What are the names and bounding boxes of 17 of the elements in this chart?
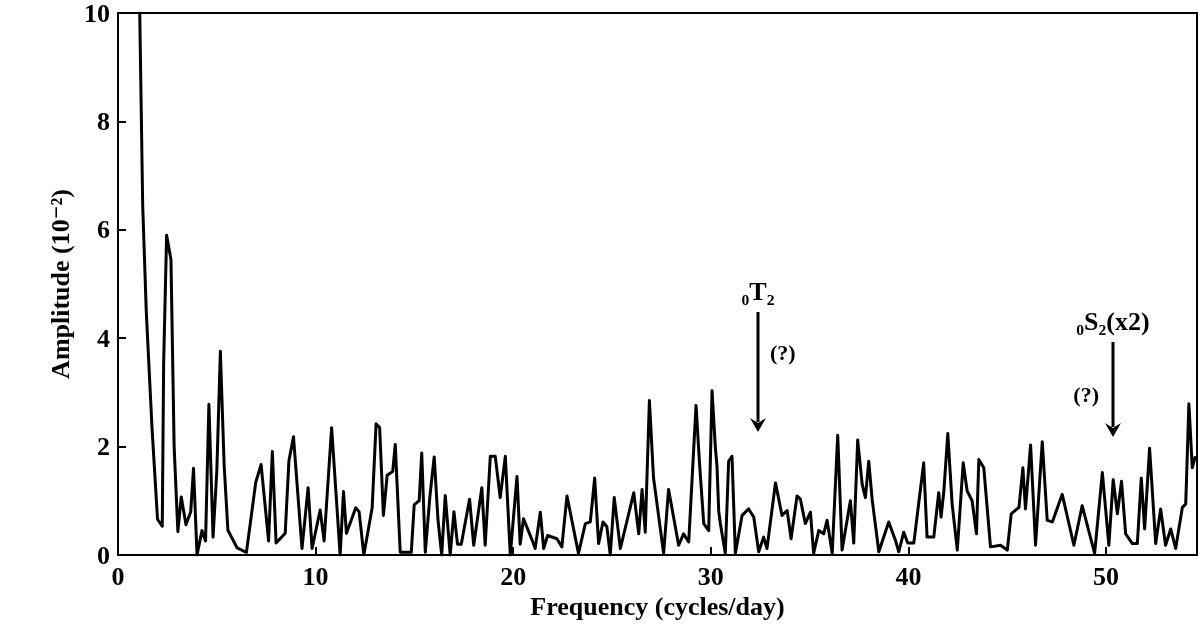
x-tick-label: 20 — [500, 561, 527, 591]
y-axis-title: Amplitude (10⁻²) — [45, 189, 75, 379]
y-tick-label: 4 — [97, 323, 110, 353]
y-tick-label: 2 — [97, 432, 110, 462]
x-axis-title: Frequency (cycles/day) — [530, 592, 785, 622]
y-tick-label: 0 — [97, 540, 110, 570]
y-tick-label: 10 — [84, 0, 110, 28]
x-tick-label: 50 — [1093, 561, 1120, 591]
annotation: (?) — [1073, 382, 1099, 407]
annotation: ₀S₂(x2) — [1076, 307, 1150, 336]
annotation: ₀T₂ — [741, 277, 775, 306]
x-tick-label: 30 — [697, 561, 724, 591]
y-tick-label: 8 — [97, 106, 110, 136]
y-tick-label: 6 — [97, 215, 110, 245]
annotation: (?) — [770, 340, 796, 365]
x-tick-label: 10 — [302, 561, 329, 591]
x-tick-label: 40 — [895, 561, 922, 591]
